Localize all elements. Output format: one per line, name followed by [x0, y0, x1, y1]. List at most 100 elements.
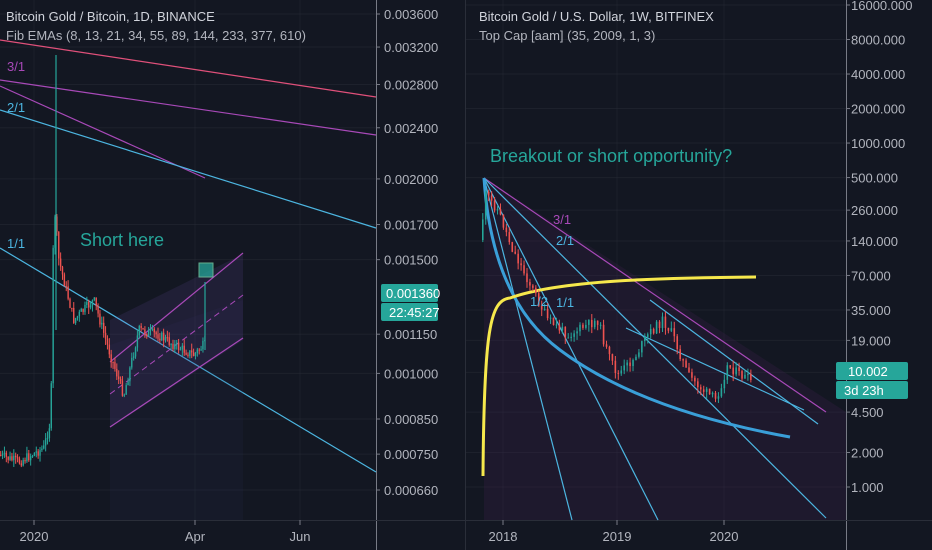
right-support-curve[interactable] — [482, 177, 791, 439]
price-tick-label: 0.001150 — [384, 327, 437, 342]
right-indicator-legend[interactable]: Top Cap [aam] (35, 2009, 1, 3) — [479, 28, 655, 43]
candle-body — [108, 344, 111, 355]
candle-body — [149, 329, 152, 331]
candle-body — [166, 337, 169, 339]
price-tick-label: 0.001000 — [384, 366, 438, 381]
right-fan-line-3-1[interactable] — [483, 177, 827, 413]
left-fan-line-2-1[interactable] — [0, 109, 377, 229]
candle-body — [132, 356, 135, 358]
right-chart-panel[interactable] — [465, 0, 932, 550]
right-top-cap-curve[interactable] — [481, 275, 757, 477]
candle-body — [13, 455, 15, 461]
candle-body — [705, 388, 708, 392]
candle-body — [635, 356, 637, 360]
candle-body — [502, 214, 505, 228]
candle-body — [570, 336, 572, 338]
candle-body — [487, 191, 490, 196]
right-chart-title[interactable]: Bitcoin Gold / U.S. Dollar, 1W, BITFINEX — [479, 9, 714, 24]
candle-body — [69, 298, 71, 308]
candle-body — [181, 345, 184, 350]
candle-body — [617, 372, 620, 374]
left-chart-title[interactable]: Bitcoin Gold / Bitcoin, 1D, BINANCE — [6, 9, 215, 24]
right-fan-line-1-2[interactable] — [483, 177, 573, 521]
candle-body — [558, 324, 561, 331]
left-chart-panel[interactable] — [0, 0, 465, 550]
candle-body — [161, 332, 163, 341]
right-fan-line-2-1[interactable] — [483, 177, 827, 519]
candle-body — [676, 336, 679, 350]
left-fan-line-3-1-short[interactable] — [0, 85, 206, 179]
candle-body — [183, 345, 185, 353]
candle-body — [18, 458, 21, 464]
candle-body — [31, 455, 34, 457]
left-plot-area[interactable] — [0, 0, 376, 520]
candle-body — [608, 346, 611, 355]
right-price-tag — [836, 362, 908, 380]
candle-body — [699, 387, 702, 390]
candle-body — [679, 349, 681, 360]
candle-body — [22, 460, 24, 466]
candle-body — [134, 347, 137, 357]
candle-body — [484, 191, 487, 220]
left-fib-label-2-1: 2/1 — [7, 100, 25, 115]
candle-body — [192, 352, 195, 357]
price-tick-label: 0.000850 — [384, 412, 438, 427]
candle-body — [142, 328, 144, 330]
candle-body — [176, 342, 178, 344]
right-plot-area[interactable] — [466, 0, 846, 520]
candle-body — [164, 337, 167, 341]
candle-body — [91, 299, 94, 306]
candle-body — [529, 282, 531, 286]
candle-body — [170, 344, 172, 346]
candle-body — [93, 297, 96, 300]
candle-body — [125, 385, 127, 395]
candle-body — [682, 359, 684, 361]
candle-body — [496, 209, 499, 211]
right-trend-line-2[interactable] — [625, 327, 805, 411]
candle-body — [157, 334, 159, 339]
right-drawings — [481, 177, 846, 521]
candle-body — [582, 324, 584, 328]
candle-body — [723, 379, 726, 389]
left-countdown-tag-text: 22:45:27 — [389, 305, 440, 320]
candle-body — [86, 302, 88, 305]
price-tick-label: 1000.000 — [851, 136, 905, 151]
candle-body — [1, 453, 4, 456]
candle-body — [661, 316, 664, 329]
candle-body — [717, 396, 720, 399]
candle-body — [110, 354, 112, 362]
left-channel-lower[interactable] — [109, 337, 244, 428]
left-gridlines — [0, 0, 376, 520]
left-short-marker-box[interactable] — [198, 262, 214, 278]
left-channel-upper[interactable] — [109, 252, 244, 363]
candle-body — [58, 231, 60, 259]
price-tick-label: 500.000 — [851, 171, 898, 186]
time-tick-label: Apr — [185, 529, 206, 544]
candle-body — [39, 450, 41, 456]
candle-body — [561, 326, 564, 331]
left-price-ticks: 0.003600 0.003200 0.002800 0.002400 0.002000… — [376, 7, 438, 498]
candle-body — [121, 380, 124, 396]
candle-body — [697, 381, 699, 388]
right-price-tag-text: 10.002 — [848, 364, 888, 379]
candle-body — [596, 320, 599, 325]
candle-body — [33, 452, 36, 456]
left-indicator-legend[interactable]: Fib EMAs (8, 13, 21, 34, 55, 89, 144, 23… — [6, 28, 306, 43]
candle-body — [48, 428, 51, 438]
candle-body — [11, 456, 13, 461]
left-fib-label-1-1: 1/1 — [7, 236, 25, 251]
time-tick-label: 2019 — [603, 529, 632, 544]
left-fib-label-3-1: 3/1 — [7, 59, 25, 74]
price-tick-label: 0.001500 — [384, 253, 438, 268]
right-fan-line-1-1[interactable] — [483, 177, 659, 521]
left-fan-line-1-1[interactable] — [0, 247, 377, 473]
candle-body — [0, 455, 2, 456]
candle-body — [549, 317, 552, 319]
left-fan-line-3-1[interactable] — [0, 79, 377, 136]
right-fib-label-1-1: 1/1 — [556, 295, 574, 310]
candle-body — [67, 286, 69, 299]
candle-body — [74, 318, 77, 323]
candle-body — [552, 317, 555, 326]
candle-body — [599, 324, 602, 326]
left-fan-line-3-1-pink[interactable] — [0, 39, 377, 98]
